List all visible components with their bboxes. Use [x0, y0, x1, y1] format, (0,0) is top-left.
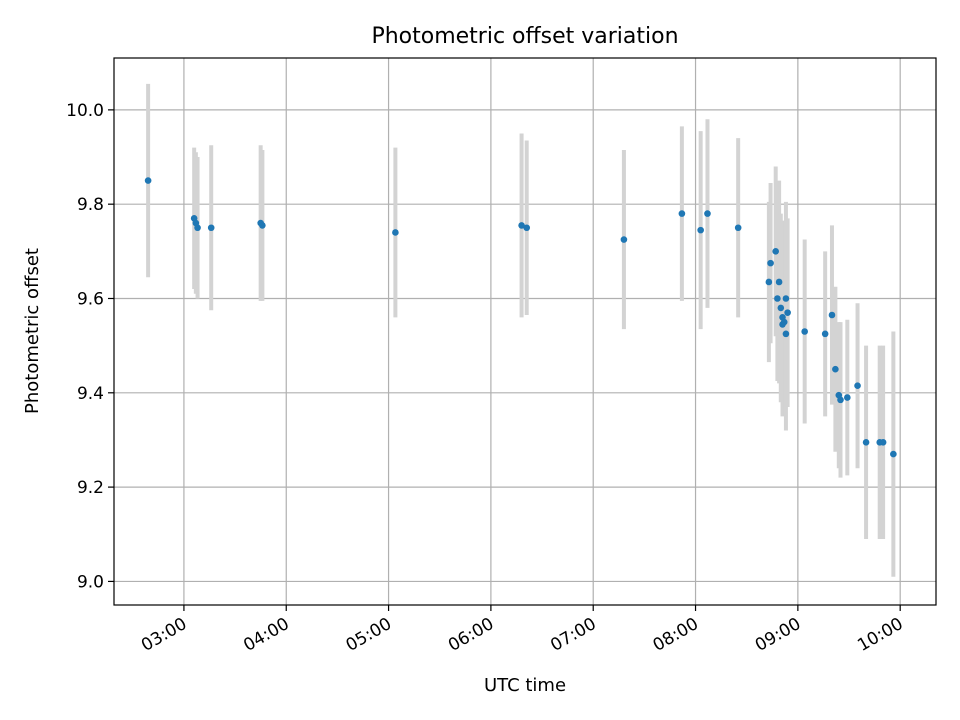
data-point — [767, 259, 774, 267]
data-point — [844, 394, 851, 401]
data-point — [194, 224, 201, 232]
y-axis: 9.0 9.2 9.4 9.6 9.8 10.0 — [66, 101, 114, 592]
chart-title: Photometric offset variation — [371, 24, 678, 49]
x-tick-label: 06:00 — [445, 614, 497, 656]
data-point — [774, 295, 781, 302]
data-point — [879, 439, 887, 446]
y-tick-label: 9.2 — [77, 478, 104, 498]
data-point — [821, 330, 829, 338]
y-tick-label: 9.6 — [77, 289, 104, 309]
data-point — [678, 210, 686, 217]
data-point — [772, 248, 779, 255]
y-tick-label: 9.8 — [77, 195, 104, 215]
y-tick-label: 9.0 — [77, 572, 104, 592]
y-axis-label: Photometric offset — [22, 248, 43, 414]
y-tick-label: 10.0 — [66, 101, 104, 121]
x-tick-label: 10:00 — [854, 614, 906, 656]
data-point — [775, 278, 783, 286]
data-point — [832, 365, 839, 373]
data-point — [784, 309, 791, 316]
data-point — [697, 226, 704, 234]
data-point — [777, 304, 785, 312]
data-point — [837, 396, 844, 404]
plot-frame — [113, 57, 937, 606]
x-tick-label: 04:00 — [240, 614, 292, 656]
x-axis: 03:00 04:00 05:00 06:00 07:00 08:00 09:00 10:00 — [138, 605, 907, 656]
data-point — [782, 330, 790, 338]
data-point — [259, 222, 266, 229]
data-point — [207, 224, 215, 232]
data-point — [734, 224, 742, 232]
data-point — [801, 328, 808, 335]
data-point — [765, 278, 773, 286]
data-point — [523, 224, 531, 232]
data-point — [392, 229, 399, 236]
data-points — [144, 177, 897, 458]
data-point — [828, 311, 836, 319]
x-tick-label: 08:00 — [650, 614, 702, 656]
plot-area — [114, 58, 936, 605]
data-point — [704, 210, 711, 217]
data-point — [518, 222, 525, 229]
data-point — [862, 439, 870, 446]
x-tick-label: 03:00 — [138, 614, 190, 656]
y-tick-label: 9.4 — [77, 384, 104, 404]
data-point — [854, 382, 861, 390]
data-point — [890, 450, 897, 458]
data-point — [620, 236, 628, 243]
data-point — [144, 177, 152, 184]
x-axis-label: UTC time — [484, 675, 566, 696]
data-point — [780, 318, 788, 326]
x-tick-label: 05:00 — [343, 614, 395, 656]
x-tick-label: 09:00 — [752, 614, 804, 656]
data-point — [782, 295, 790, 302]
x-tick-label: 07:00 — [547, 614, 599, 656]
